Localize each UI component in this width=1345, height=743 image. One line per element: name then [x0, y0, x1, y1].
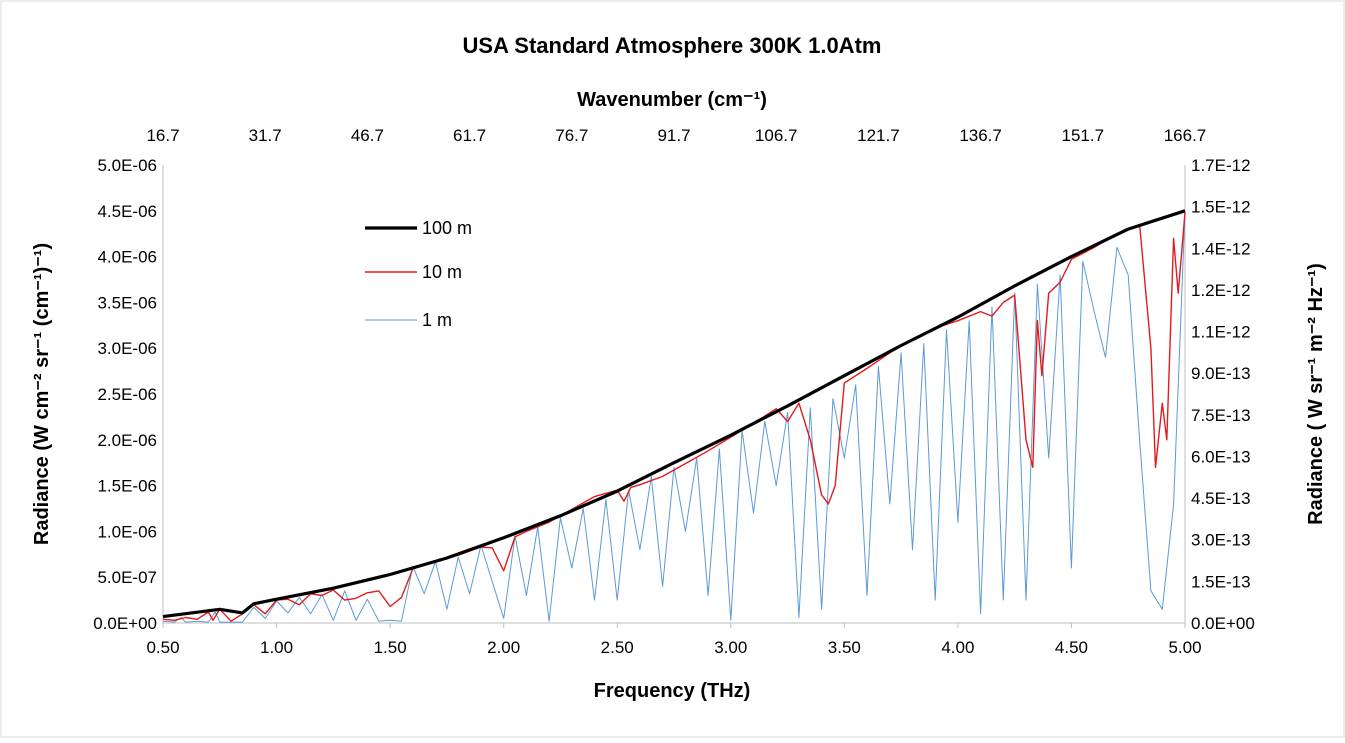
- x2-tick-label: 136.7: [959, 126, 1002, 145]
- y-tick-label-right: 1.1E-12: [1191, 323, 1251, 342]
- x2-tick-label: 46.7: [351, 126, 384, 145]
- y-tick-label-left: 3.5E-06: [97, 293, 157, 312]
- x-tick-label: 4.50: [1055, 638, 1088, 657]
- y-tick-label-left: 1.5E-06: [97, 477, 157, 496]
- x2-tick-label: 106.7: [755, 126, 798, 145]
- x2-axis-title: Wavenumber (cm⁻¹): [577, 89, 767, 111]
- y-tick-label-right: 1.5E-12: [1191, 198, 1251, 217]
- tick-labels: 0.50 1.00 1.50 2.00 2.50 3.00 3.50 4.00 4.50 5.00…: [93, 126, 1255, 657]
- x2-tick-label: 31.7: [249, 126, 282, 145]
- y-axis-title-left: Radiance (W cm⁻² sr⁻¹ (cm⁻¹)⁻¹): [31, 243, 53, 545]
- y-tick-label-right: 4.5E-13: [1191, 489, 1251, 508]
- y-tick-label-left: 5.0E-06: [97, 156, 157, 175]
- legend: 100 m 10 m 1 m: [365, 218, 472, 330]
- chart-title: USA Standard Atmosphere 300K 1.0Atm: [463, 33, 882, 58]
- legend-label-100-m: 100 m: [422, 218, 472, 238]
- x2-tick-label: 166.7: [1164, 126, 1207, 145]
- y-tick-label-left: 5.0E-07: [97, 568, 157, 587]
- x-axis-title: Frequency (THz): [594, 680, 751, 702]
- x-tick-label: 5.00: [1168, 638, 1201, 657]
- x-tick-label: 4.00: [941, 638, 974, 657]
- x2-tick-label: 16.7: [146, 126, 179, 145]
- x-tick-label: 2.50: [601, 638, 634, 657]
- x2-tick-label: 76.7: [555, 126, 588, 145]
- y-tick-label-left: 2.0E-06: [97, 431, 157, 450]
- x2-tick-label: 91.7: [657, 126, 690, 145]
- y-tick-label-right: 1.5E-13: [1191, 572, 1251, 591]
- y-tick-label-right: 1.4E-12: [1191, 239, 1251, 258]
- x-tick-label: 3.00: [714, 638, 747, 657]
- x2-tick-label: 61.7: [453, 126, 486, 145]
- y-axis-title-right: Radiance ( W sr⁻¹ m⁻² Hz⁻¹): [1305, 263, 1327, 525]
- y-tick-label-right: 9.0E-13: [1191, 364, 1251, 383]
- series-line-10-m: [162, 212, 1186, 622]
- x2-tick-label: 121.7: [857, 126, 900, 145]
- y-tick-label-left: 3.0E-06: [97, 339, 157, 358]
- y-tick-label-left: 4.0E-06: [97, 248, 157, 267]
- y-tick-label-right: 1.2E-12: [1191, 281, 1251, 300]
- x-tick-label: 1.50: [374, 638, 407, 657]
- x2-tick-label: 151.7: [1062, 126, 1105, 145]
- x-tick-label: 3.50: [828, 638, 861, 657]
- y-tick-label-right: 6.0E-13: [1191, 447, 1251, 466]
- y-tick-label-right: 1.7E-12: [1191, 156, 1251, 175]
- series-line-1-m: [162, 210, 1186, 623]
- y-tick-label-right: 0.0E+00: [1191, 614, 1255, 633]
- legend-label-1-m: 1 m: [422, 310, 452, 330]
- series-layer: [162, 209, 1186, 623]
- y-tick-label-left: 4.5E-06: [97, 202, 157, 221]
- y-tick-label-left: 1.0E-06: [97, 522, 157, 541]
- y-tick-label-left: 2.5E-06: [97, 385, 157, 404]
- plot-area: [162, 165, 1186, 624]
- y-tick-label-left: 0.0E+00: [93, 614, 157, 633]
- series-line-100-m: [162, 209, 1186, 619]
- x-tick-label: 0.50: [146, 638, 179, 657]
- x-tick-label: 2.00: [487, 638, 520, 657]
- x-tick-label: 1.00: [260, 638, 293, 657]
- y-tick-label-right: 7.5E-13: [1191, 406, 1251, 425]
- legend-label-10-m: 10 m: [422, 262, 462, 282]
- y-tick-label-right: 3.0E-13: [1191, 531, 1251, 550]
